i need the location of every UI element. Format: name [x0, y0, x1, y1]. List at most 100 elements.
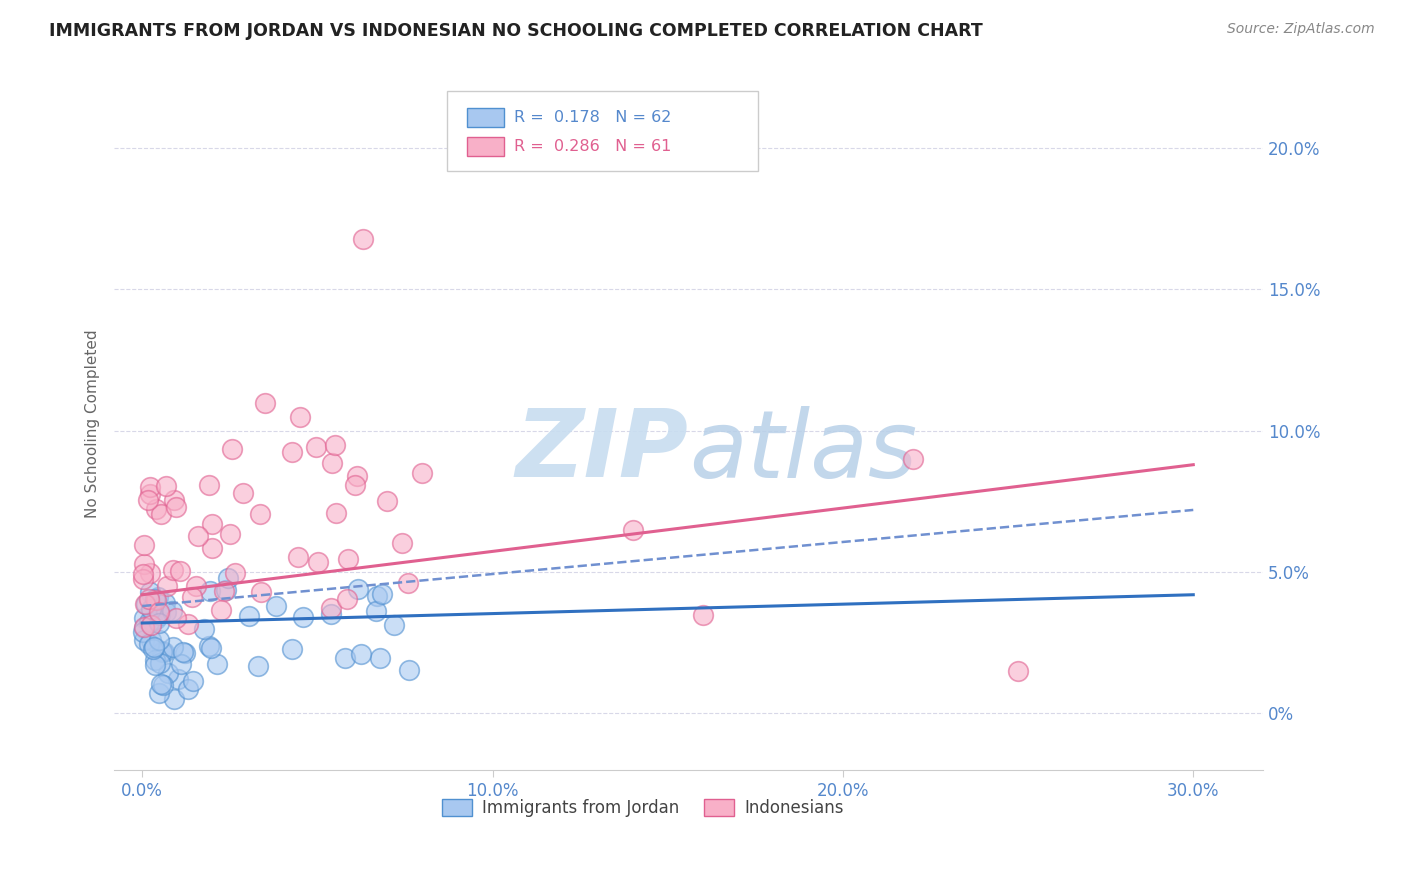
Text: IMMIGRANTS FROM JORDAN VS INDONESIAN NO SCHOOLING COMPLETED CORRELATION CHART: IMMIGRANTS FROM JORDAN VS INDONESIAN NO … [49, 22, 983, 40]
Point [219, 527, 242, 541]
Point [139, 487, 162, 501]
Point [150, 644, 173, 658]
Point [366, 604, 388, 618]
Point [139, 480, 162, 494]
Point [148, 686, 170, 700]
Point [221, 442, 243, 457]
Point [382, 618, 405, 632]
Point [131, 573, 153, 587]
Point [321, 456, 343, 470]
Point [249, 507, 271, 521]
Point [167, 672, 190, 686]
Point [346, 468, 368, 483]
Point [138, 585, 160, 599]
Point [333, 651, 356, 665]
Point [134, 611, 156, 625]
Point [1007, 664, 1029, 678]
Text: ZIP: ZIP [516, 406, 689, 498]
Point [200, 541, 222, 555]
Point [305, 440, 328, 454]
Point [139, 633, 162, 648]
Point [411, 466, 433, 480]
Point [163, 692, 186, 706]
Point [352, 231, 374, 245]
Point [901, 452, 924, 467]
Point [132, 625, 155, 640]
Point [148, 590, 170, 604]
Point [198, 584, 221, 599]
Point [138, 615, 160, 629]
Point [198, 639, 221, 653]
Point [209, 603, 232, 617]
Point [288, 409, 311, 424]
Text: atlas: atlas [689, 406, 917, 497]
Text: R =  0.286   N = 61: R = 0.286 N = 61 [515, 139, 672, 154]
Point [281, 641, 304, 656]
Point [141, 602, 163, 616]
Point [162, 604, 184, 618]
Point [145, 612, 167, 626]
Point [141, 614, 163, 628]
Point [145, 593, 167, 607]
Point [198, 477, 221, 491]
Point [134, 621, 156, 635]
Point [366, 589, 388, 603]
Point [163, 492, 186, 507]
Point [150, 507, 173, 521]
FancyBboxPatch shape [467, 108, 503, 127]
Point [148, 615, 170, 630]
Point [148, 633, 170, 648]
Point [177, 681, 200, 696]
Point [134, 633, 156, 648]
Text: Source: ZipAtlas.com: Source: ZipAtlas.com [1227, 22, 1375, 37]
Point [134, 597, 156, 611]
Point [145, 501, 167, 516]
Point [217, 571, 239, 585]
Point [149, 656, 172, 670]
Point [200, 641, 222, 656]
Point [152, 677, 174, 691]
Point [165, 500, 187, 514]
Point [169, 564, 191, 578]
Point [212, 584, 235, 599]
Point [150, 677, 173, 691]
Point [280, 445, 302, 459]
Point [184, 578, 207, 592]
Point [155, 605, 177, 619]
Point [207, 657, 229, 672]
Point [156, 665, 179, 680]
Point [173, 646, 195, 660]
Point [377, 494, 399, 508]
Point [132, 566, 155, 581]
Point [323, 438, 346, 452]
Point [165, 610, 187, 624]
Point [162, 563, 184, 577]
Point [344, 478, 367, 492]
Point [143, 640, 166, 655]
Point [264, 599, 287, 613]
Point [153, 644, 176, 658]
Point [371, 587, 394, 601]
Text: R =  0.178   N = 62: R = 0.178 N = 62 [515, 110, 672, 125]
Point [132, 557, 155, 571]
Point [143, 592, 166, 607]
Y-axis label: No Schooling Completed: No Schooling Completed [86, 329, 100, 518]
Point [391, 535, 413, 549]
Point [347, 582, 370, 596]
Point [215, 583, 238, 598]
Point [193, 623, 215, 637]
Point [336, 591, 359, 606]
Point [177, 616, 200, 631]
Point [155, 479, 177, 493]
Point [132, 620, 155, 634]
Point [325, 507, 347, 521]
Point [232, 486, 254, 500]
Point [142, 641, 165, 656]
Point [162, 640, 184, 654]
Point [136, 492, 159, 507]
Point [135, 597, 157, 611]
Point [172, 645, 194, 659]
Point [368, 651, 391, 665]
Point [287, 550, 309, 565]
Point [138, 591, 160, 606]
